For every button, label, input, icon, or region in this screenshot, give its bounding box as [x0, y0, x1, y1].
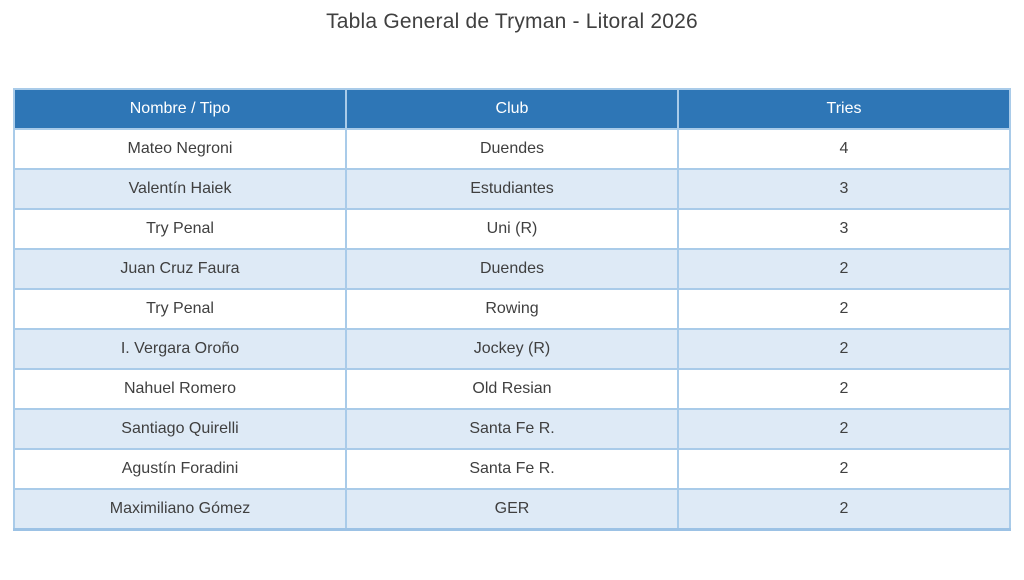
- table-cell: Rowing: [345, 288, 679, 330]
- tries-table: Nombre / Tipo Club Tries Mateo Negroni Du…: [13, 88, 1011, 531]
- table-cell: 2: [677, 288, 1011, 330]
- table-row: Mateo Negroni Duendes 4: [13, 128, 1011, 170]
- table-row: Maximiliano Gómez GER 2: [13, 488, 1011, 531]
- table-cell: Santa Fe R.: [345, 408, 679, 450]
- table-cell: Duendes: [345, 248, 679, 290]
- table-cell: Santiago Quirelli: [13, 408, 347, 450]
- table-cell: 3: [677, 168, 1011, 210]
- table-cell: 2: [677, 448, 1011, 490]
- header-cell-club: Club: [345, 88, 679, 130]
- table-cell: Juan Cruz Faura: [13, 248, 347, 290]
- table-cell: Old Resian: [345, 368, 679, 410]
- table-cell: I. Vergara Oroño: [13, 328, 347, 370]
- table-body: Mateo Negroni Duendes 4 Valentín Haiek Estud…: [13, 128, 1011, 531]
- table-cell: 2: [677, 488, 1011, 531]
- table-cell: Nahuel Romero: [13, 368, 347, 410]
- table-cell: GER: [345, 488, 679, 531]
- table-cell: 3: [677, 208, 1011, 250]
- table-cell: Try Penal: [13, 208, 347, 250]
- table-cell: Maximiliano Gómez: [13, 488, 347, 531]
- table-row: Nahuel Romero Old Resian 2: [13, 368, 1011, 410]
- table-cell: Agustín Foradini: [13, 448, 347, 490]
- table-cell: Uni (R): [345, 208, 679, 250]
- table-row: Agustín Foradini Santa Fe R. 2: [13, 448, 1011, 490]
- table-row: Try Penal Uni (R) 3: [13, 208, 1011, 250]
- table-cell: Santa Fe R.: [345, 448, 679, 490]
- table-cell: 2: [677, 248, 1011, 290]
- page-title: Tabla General de Tryman - Litoral 2026: [326, 10, 698, 33]
- table-header: Nombre / Tipo Club Tries: [13, 88, 1011, 130]
- table-row: Juan Cruz Faura Duendes 2: [13, 248, 1011, 290]
- table-cell: Estudiantes: [345, 168, 679, 210]
- table-cell: 2: [677, 368, 1011, 410]
- table-cell: Duendes: [345, 128, 679, 170]
- table-cell: 2: [677, 408, 1011, 450]
- table-cell: Valentín Haiek: [13, 168, 347, 210]
- table-row: I. Vergara Oroño Jockey (R) 2: [13, 328, 1011, 370]
- table-row: Try Penal Rowing 2: [13, 288, 1011, 330]
- table-row: Valentín Haiek Estudiantes 3: [13, 168, 1011, 210]
- header-cell-tries: Tries: [677, 88, 1011, 130]
- table-cell: 4: [677, 128, 1011, 170]
- table-cell: Mateo Negroni: [13, 128, 347, 170]
- header-row: Nombre / Tipo Club Tries: [13, 88, 1011, 130]
- table-cell: Jockey (R): [345, 328, 679, 370]
- header-cell-nombre-tipo: Nombre / Tipo: [13, 88, 347, 130]
- table-row: Santiago Quirelli Santa Fe R. 2: [13, 408, 1011, 450]
- table-cell: 2: [677, 328, 1011, 370]
- table-cell: Try Penal: [13, 288, 347, 330]
